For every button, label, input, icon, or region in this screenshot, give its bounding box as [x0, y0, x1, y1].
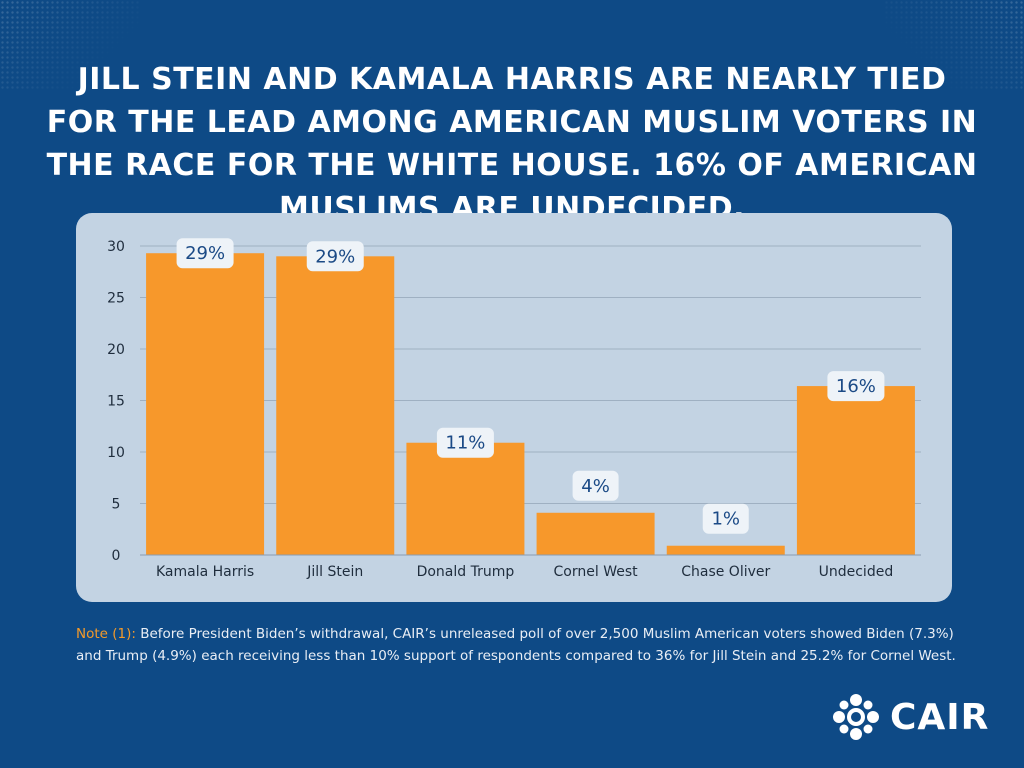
footnote-label: Note (1):	[76, 626, 136, 642]
x-category-label: Jill Stein	[306, 564, 363, 580]
data-label-box	[306, 241, 364, 272]
y-tick-label: 15	[107, 394, 125, 410]
x-category-label: Chase Oliver	[681, 564, 770, 580]
bar	[146, 253, 265, 555]
y-tick-label: 25	[107, 291, 125, 307]
y-tick-label: 5	[112, 497, 121, 513]
footnote: Note (1): Before President Biden’s withd…	[76, 623, 976, 667]
x-category-label: Kamala Harris	[156, 564, 254, 580]
y-tick-label: 20	[107, 342, 125, 358]
data-label: 4%	[581, 476, 610, 497]
data-label: 29%	[185, 243, 225, 264]
data-label-box	[702, 503, 749, 534]
data-label-box	[572, 470, 619, 501]
y-tick-label: 0	[112, 548, 121, 564]
data-label-box	[436, 427, 494, 458]
data-label-box	[176, 238, 234, 269]
footnote-text: Before President Biden’s withdrawal, CAI…	[76, 626, 956, 664]
cair-emblem-icon	[833, 694, 879, 740]
headline: JILL STEIN AND KAMALA HARRIS ARE NEARLY …	[46, 62, 978, 226]
decorative-dots-right	[884, 0, 1024, 90]
bar	[406, 442, 525, 555]
bar	[666, 545, 785, 555]
data-label: 1%	[711, 509, 740, 530]
bar	[796, 386, 915, 555]
decorative-dots-left	[0, 0, 140, 90]
x-category-label: Undecided	[819, 564, 894, 580]
bar	[276, 256, 395, 555]
y-tick-label: 10	[107, 445, 125, 461]
bar	[536, 512, 655, 555]
x-category-label: Donald Trump	[417, 564, 515, 580]
chart-card: 0 5 10 15 20 25 30 Kamala Harris 29% Jill Stein 29…	[76, 213, 952, 602]
x-category-label: Cornel West	[554, 564, 639, 580]
cair-logo: CAIR	[832, 690, 989, 744]
data-label: 11%	[445, 433, 485, 454]
cair-logo-text: CAIR	[890, 696, 990, 738]
data-label-box	[827, 371, 885, 402]
data-label: 29%	[315, 246, 355, 267]
bar-chart: 0 5 10 15 20 25 30 Kamala Harris 29% Jill Stein 29…	[107, 238, 921, 580]
y-tick-label: 30	[107, 239, 125, 255]
data-label: 16%	[836, 376, 876, 397]
